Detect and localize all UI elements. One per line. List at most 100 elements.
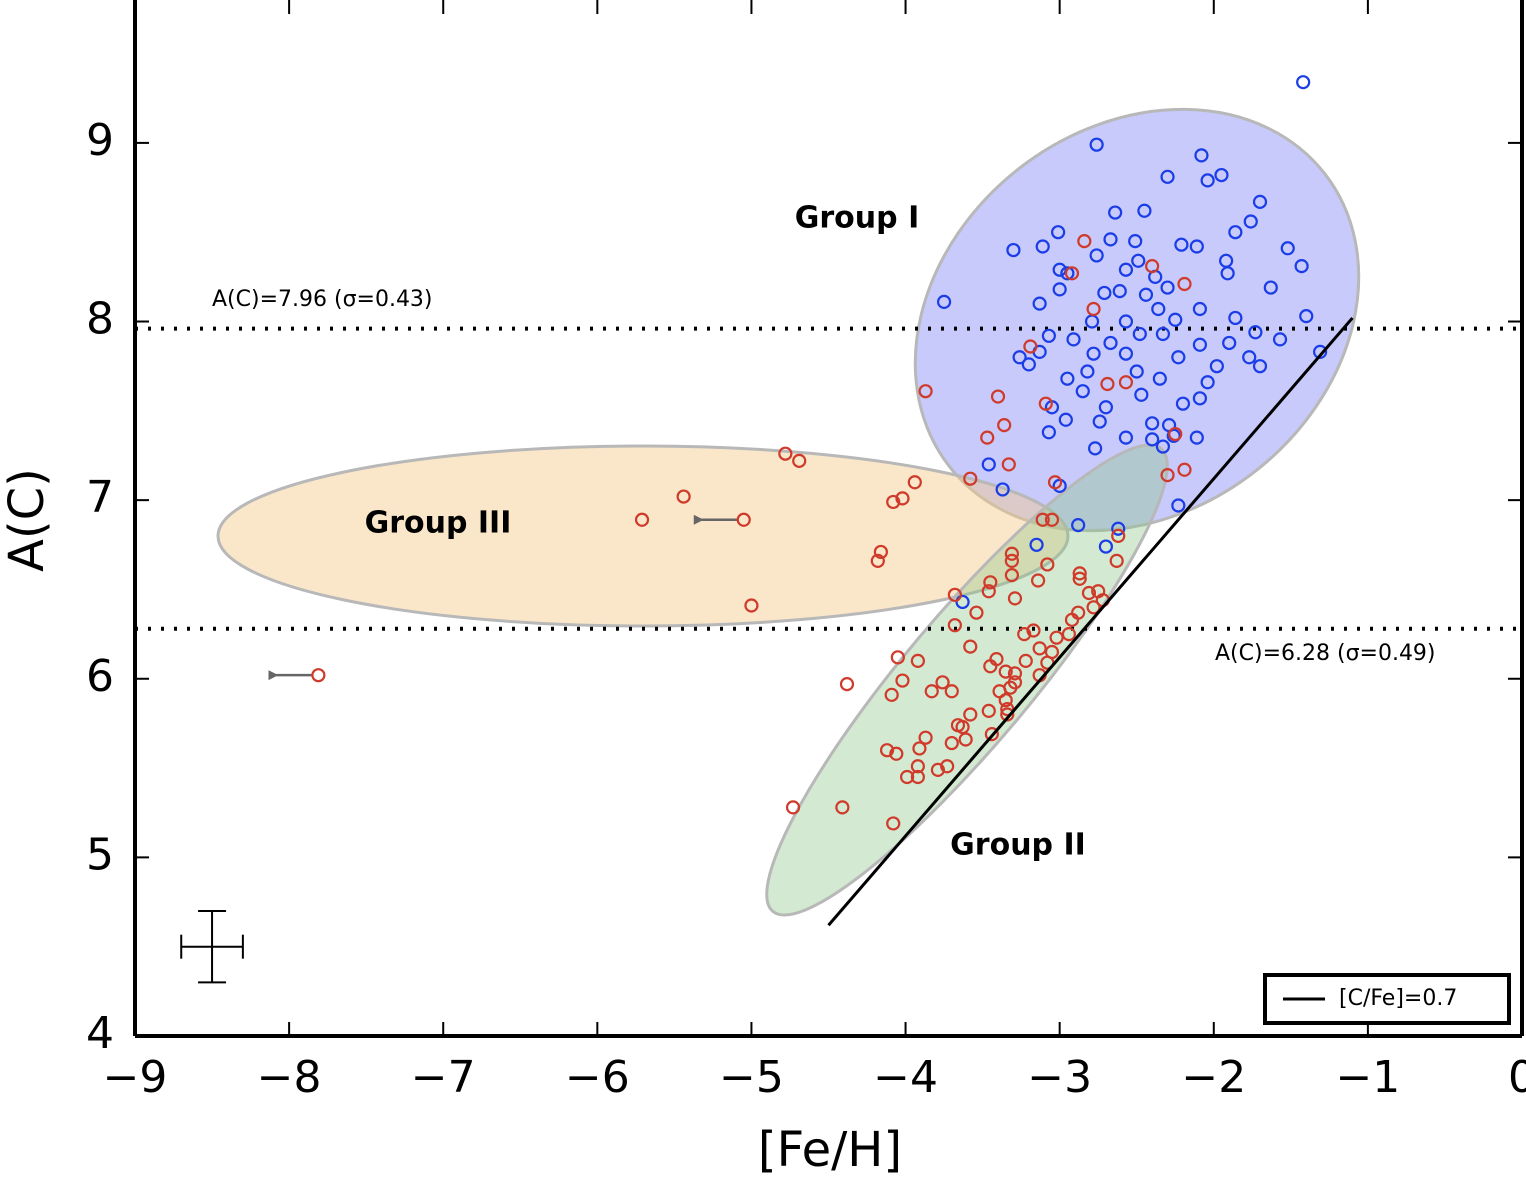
data-point <box>1080 364 1095 379</box>
data-point <box>1021 357 1036 372</box>
data-point <box>1145 416 1160 431</box>
data-point <box>1064 266 1080 281</box>
data-point <box>744 598 759 613</box>
data-point <box>1296 75 1311 90</box>
data-point <box>1061 627 1077 642</box>
data-point <box>1032 641 1047 656</box>
data-point <box>955 594 970 610</box>
data-point <box>1168 312 1183 327</box>
data-point <box>981 703 996 719</box>
group-regions <box>216 107 1361 917</box>
data-point <box>886 494 901 510</box>
data-point <box>785 800 801 815</box>
data-point <box>944 735 959 751</box>
data-point <box>1252 359 1268 374</box>
data-point <box>889 746 904 761</box>
data-point <box>1064 612 1080 627</box>
data-point <box>963 707 978 722</box>
data-point <box>1017 627 1032 642</box>
data-point <box>1192 391 1208 406</box>
data-point <box>940 759 955 774</box>
data-point <box>1171 498 1186 513</box>
annotation: Group I <box>795 201 919 236</box>
data-point <box>936 294 952 309</box>
group-i-region <box>913 107 1361 533</box>
data-point <box>792 453 807 468</box>
data-point <box>1171 350 1186 365</box>
x-tick-label: −7 <box>411 1052 476 1103</box>
data-point <box>995 482 1010 497</box>
data-point <box>981 584 996 599</box>
data-point <box>1189 430 1204 445</box>
data-point <box>895 673 910 688</box>
y-tick-label: 8 <box>86 294 114 345</box>
data-point <box>1129 364 1144 379</box>
x-tick-label: −9 <box>103 1052 168 1103</box>
annotation: Group III <box>365 506 512 541</box>
data-point <box>958 732 973 747</box>
data-point <box>963 639 978 654</box>
data-point <box>1044 512 1060 527</box>
data-point <box>1004 553 1019 568</box>
data-point <box>1131 253 1146 268</box>
data-point <box>1160 169 1175 184</box>
data-point <box>1228 225 1243 240</box>
data-point <box>1145 259 1160 274</box>
data-point <box>634 512 650 527</box>
data-point <box>983 575 998 590</box>
data-point <box>311 668 326 683</box>
data-point <box>899 769 915 785</box>
data-point <box>1189 239 1204 254</box>
data-point <box>998 693 1013 708</box>
y-tick-label: 4 <box>86 1008 114 1059</box>
data-point <box>1018 653 1033 668</box>
data-point <box>1089 137 1104 152</box>
y-tick-label: 7 <box>86 472 114 523</box>
data-point <box>1041 425 1056 440</box>
data-point <box>1012 350 1027 365</box>
data-point <box>1118 375 1134 390</box>
data-point <box>839 677 855 692</box>
data-point <box>997 418 1012 433</box>
data-point <box>1200 375 1215 390</box>
x-tick-label: −3 <box>1027 1052 1092 1103</box>
data-point <box>1052 282 1067 297</box>
data-point <box>1052 262 1067 277</box>
x-tick-label: −8 <box>257 1052 322 1103</box>
data-point <box>1220 266 1235 281</box>
data-point <box>1166 428 1181 443</box>
data-point <box>1160 468 1175 483</box>
data-point <box>947 587 962 602</box>
data-point <box>1252 194 1268 209</box>
data-point <box>1001 457 1016 472</box>
legend: [C/Fe]=0.7 <box>1263 973 1511 1025</box>
y-tick-label: 9 <box>86 115 114 166</box>
reference-line <box>827 316 1354 927</box>
data-point <box>1152 371 1167 386</box>
group-ii-region <box>765 443 1169 917</box>
data-point <box>1177 276 1192 292</box>
data-point <box>1313 344 1328 359</box>
data-point <box>1032 296 1047 311</box>
data-point <box>910 653 925 668</box>
data-point <box>1047 475 1063 490</box>
data-point <box>1151 301 1166 317</box>
data-point <box>1112 284 1127 299</box>
y-tick-label: 6 <box>86 651 114 702</box>
data-point <box>1263 280 1278 295</box>
data-point <box>1004 546 1019 561</box>
data-point <box>984 727 999 742</box>
data-point <box>1072 571 1087 586</box>
data-point <box>676 489 691 504</box>
data-point <box>1160 280 1175 295</box>
data-point <box>1004 568 1019 583</box>
data-point <box>884 687 899 702</box>
data-point <box>1035 239 1050 254</box>
data-point <box>918 384 933 399</box>
data-point <box>983 659 998 674</box>
data-point <box>1109 553 1124 568</box>
data-point <box>1103 232 1118 247</box>
data-point <box>1007 591 1023 606</box>
data-point <box>1103 335 1118 351</box>
